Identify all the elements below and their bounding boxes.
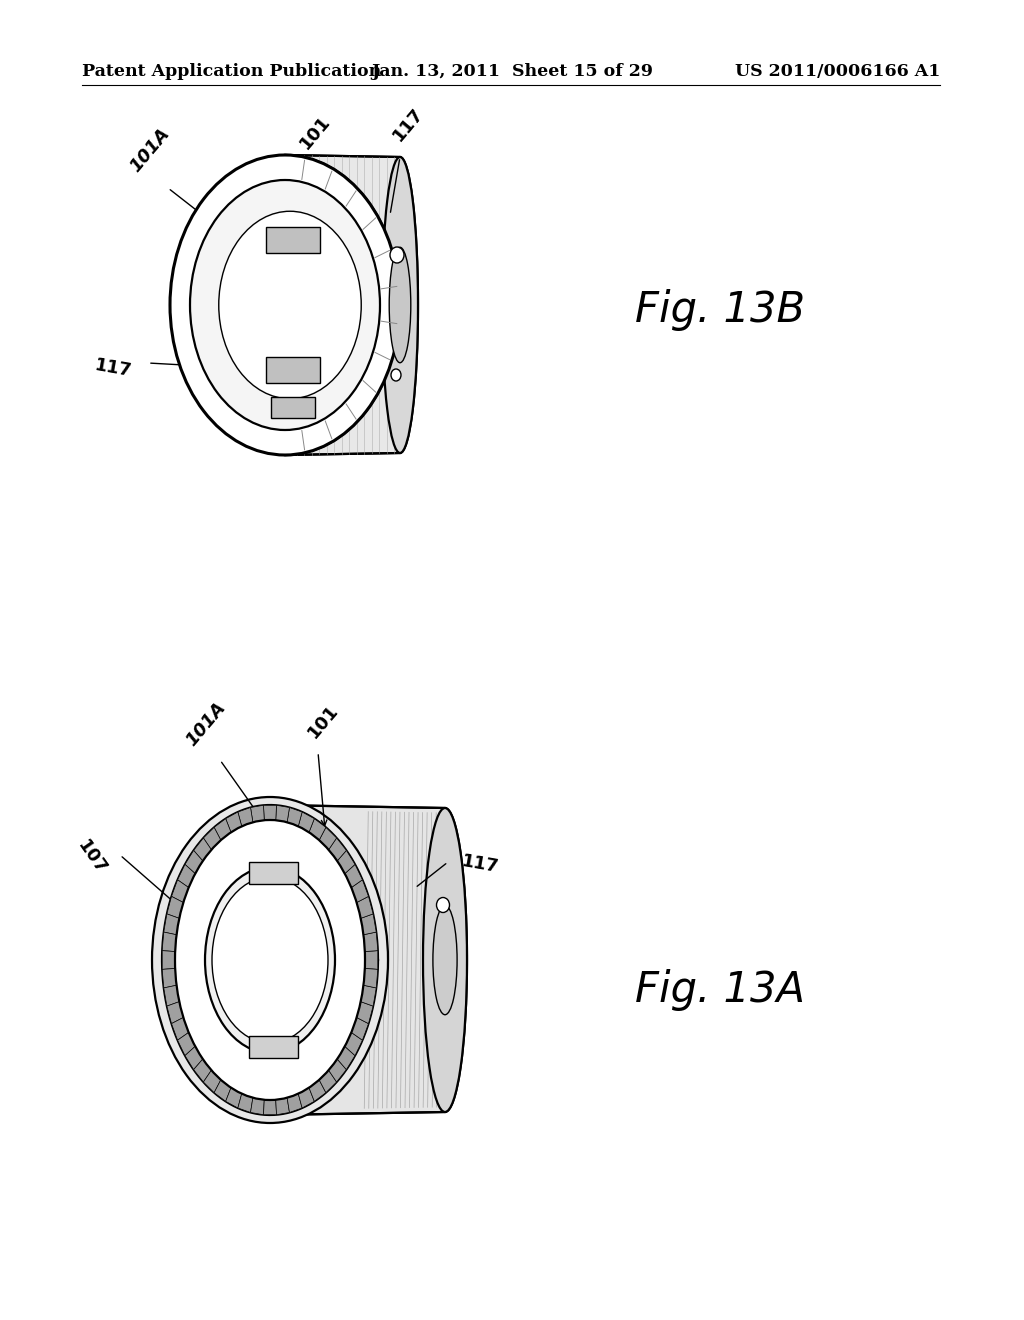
Polygon shape [356, 896, 373, 919]
Polygon shape [194, 1059, 211, 1082]
FancyBboxPatch shape [266, 227, 319, 253]
Polygon shape [263, 1100, 276, 1114]
Ellipse shape [214, 879, 326, 1041]
Polygon shape [194, 838, 211, 861]
Text: Fig. 13A: Fig. 13A [635, 969, 805, 1011]
Polygon shape [177, 1032, 196, 1056]
Polygon shape [298, 1088, 314, 1107]
Polygon shape [287, 1094, 302, 1113]
FancyBboxPatch shape [266, 356, 319, 383]
Polygon shape [251, 805, 264, 822]
Polygon shape [319, 828, 337, 850]
Ellipse shape [423, 808, 467, 1111]
Polygon shape [309, 1080, 326, 1101]
Polygon shape [164, 913, 179, 935]
Polygon shape [364, 969, 378, 987]
Polygon shape [238, 808, 253, 826]
Polygon shape [309, 818, 326, 841]
Ellipse shape [382, 157, 418, 453]
Polygon shape [214, 818, 231, 841]
FancyBboxPatch shape [249, 862, 298, 884]
Polygon shape [164, 985, 179, 1006]
Polygon shape [185, 850, 203, 874]
Text: Jan. 13, 2011  Sheet 15 of 29: Jan. 13, 2011 Sheet 15 of 29 [371, 63, 653, 81]
Text: 117: 117 [389, 104, 427, 145]
Text: 117: 117 [460, 851, 500, 876]
Ellipse shape [436, 898, 450, 912]
Polygon shape [275, 1098, 290, 1114]
Polygon shape [351, 1018, 369, 1040]
Polygon shape [365, 950, 378, 969]
Polygon shape [185, 1047, 203, 1069]
Polygon shape [263, 805, 276, 820]
Text: 101: 101 [296, 112, 334, 153]
Ellipse shape [175, 820, 365, 1100]
Polygon shape [345, 1032, 362, 1056]
Text: 117: 117 [93, 356, 133, 380]
Polygon shape [167, 896, 183, 919]
Ellipse shape [389, 247, 411, 363]
Text: US 2011/0006166 A1: US 2011/0006166 A1 [734, 63, 940, 81]
Polygon shape [329, 838, 346, 861]
Polygon shape [204, 1071, 221, 1093]
Polygon shape [337, 1047, 355, 1069]
Ellipse shape [390, 247, 404, 263]
Polygon shape [360, 913, 376, 935]
Polygon shape [329, 1059, 346, 1082]
Polygon shape [204, 828, 221, 850]
Ellipse shape [433, 906, 457, 1015]
Ellipse shape [212, 876, 328, 1043]
Text: 107: 107 [74, 837, 110, 878]
Polygon shape [270, 805, 467, 1115]
Polygon shape [356, 1002, 373, 1023]
FancyBboxPatch shape [249, 1036, 298, 1059]
Polygon shape [345, 865, 362, 887]
Polygon shape [287, 808, 302, 826]
Polygon shape [171, 880, 188, 903]
Polygon shape [177, 865, 196, 887]
Text: 101: 101 [304, 702, 342, 742]
Ellipse shape [152, 797, 388, 1123]
Polygon shape [171, 1018, 188, 1040]
Polygon shape [360, 985, 376, 1006]
Polygon shape [238, 1094, 253, 1113]
Text: 101A: 101A [182, 700, 229, 750]
Polygon shape [351, 880, 369, 903]
Polygon shape [225, 1088, 242, 1107]
Polygon shape [162, 932, 176, 952]
Polygon shape [214, 1080, 231, 1101]
Text: Fig. 13B: Fig. 13B [635, 289, 805, 331]
Text: Patent Application Publication: Patent Application Publication [82, 63, 381, 81]
Polygon shape [275, 805, 290, 822]
FancyBboxPatch shape [271, 397, 315, 418]
Polygon shape [162, 969, 176, 987]
Polygon shape [319, 1071, 337, 1093]
Polygon shape [162, 950, 175, 969]
Ellipse shape [170, 154, 400, 455]
Ellipse shape [190, 180, 380, 430]
Polygon shape [298, 812, 314, 833]
Polygon shape [225, 812, 242, 833]
Ellipse shape [391, 370, 401, 381]
Ellipse shape [220, 213, 360, 397]
Polygon shape [167, 1002, 183, 1023]
Polygon shape [251, 1098, 264, 1114]
Polygon shape [337, 850, 355, 874]
Text: 101A: 101A [127, 125, 173, 176]
Polygon shape [285, 154, 418, 455]
Polygon shape [364, 932, 378, 952]
Ellipse shape [205, 867, 335, 1053]
